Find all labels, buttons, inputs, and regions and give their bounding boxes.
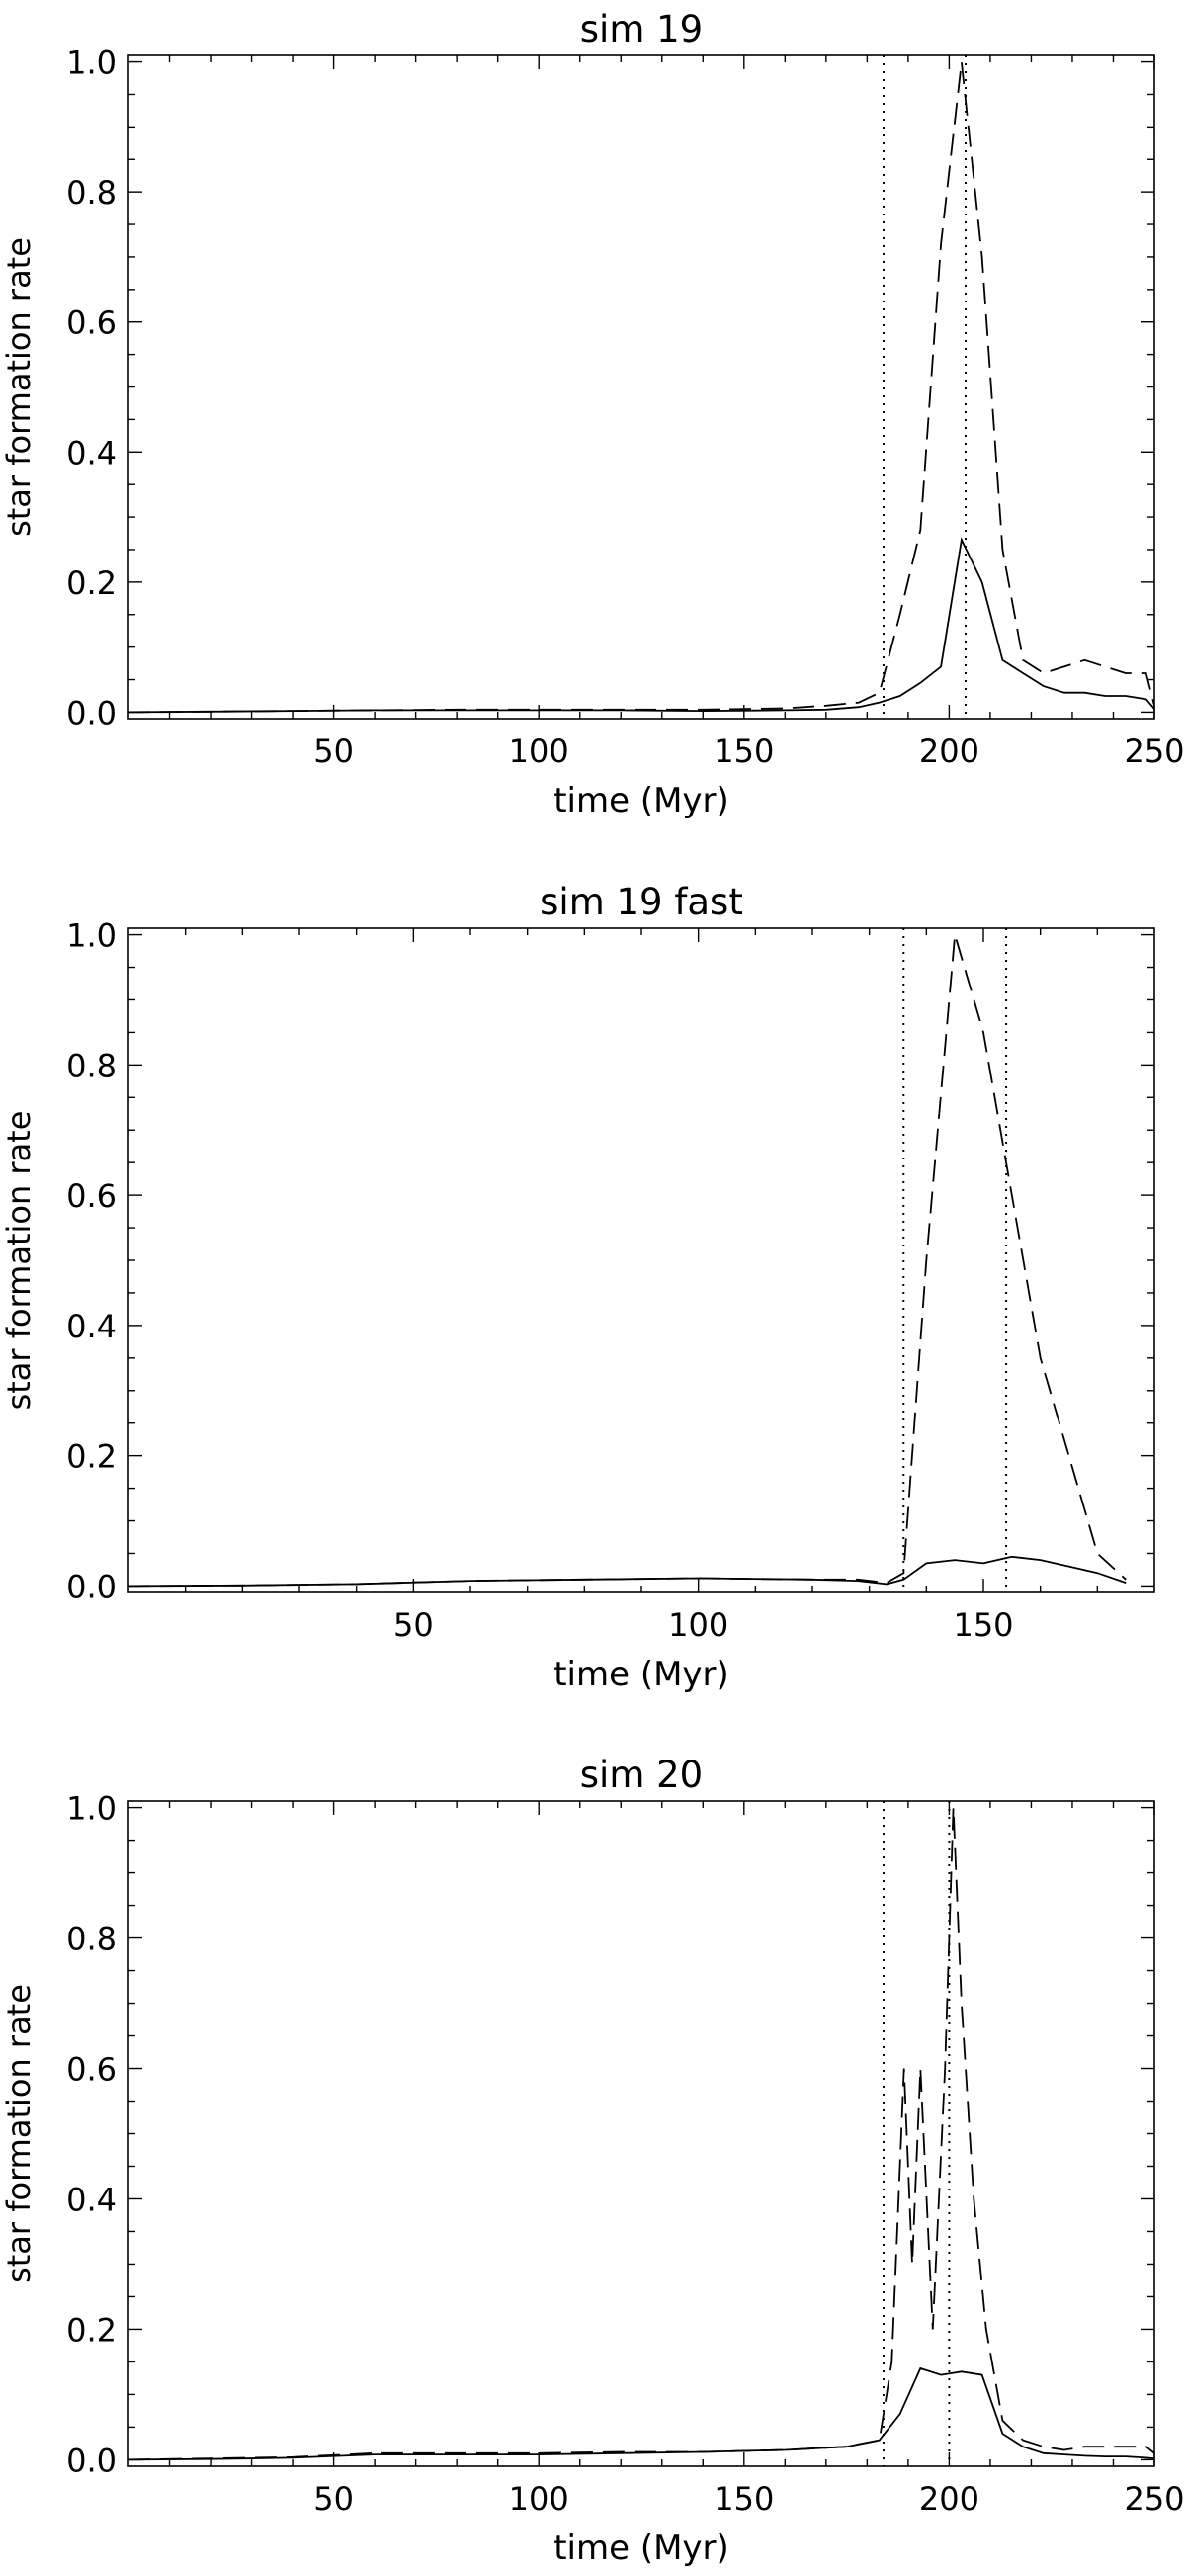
series-line-solid [127, 537, 1155, 714]
x-tick-label: 200 [919, 2480, 979, 2518]
x-axis-label: time (Myr) [553, 781, 729, 820]
x-tick-label: 100 [668, 1606, 728, 1644]
x-tick-label: 50 [313, 2480, 354, 2518]
y-tick-label: 0.4 [66, 2181, 117, 2218]
x-tick-label: 200 [919, 732, 979, 770]
y-tick-label: 0.4 [66, 434, 117, 472]
series-line-dashed [127, 934, 1127, 1588]
chart-title: sim 19 fast [540, 881, 743, 923]
x-tick-label: 100 [509, 2480, 569, 2518]
x-tick-label: 50 [313, 732, 354, 770]
series-line-dashed [127, 61, 1155, 714]
y-tick-label: 0.0 [66, 694, 117, 731]
y-tick-label: 0.6 [66, 1177, 117, 1215]
y-tick-label: 1.0 [66, 44, 117, 82]
y-tick-label: 0.0 [66, 2442, 117, 2479]
x-tick-label: 250 [1124, 2480, 1184, 2518]
y-tick-label: 1.0 [66, 1790, 117, 1828]
y-tick-label: 0.0 [66, 1568, 117, 1605]
y-tick-label: 0.8 [66, 1047, 117, 1084]
series-line-dashed [127, 1807, 1155, 2461]
series-line-solid [127, 1555, 1127, 1588]
series-line-solid [127, 2366, 1155, 2461]
plot-frame [127, 54, 1155, 720]
panel-sim-19: 50 100 150 200 250 0.0 0.2 0.4 0.6 0.8 1.0 sim 19 ti… [0, 8, 1185, 820]
y-tick-label: 1.0 [66, 917, 117, 955]
y-tick-label: 0.2 [66, 1438, 117, 1476]
y-tick-label: 0.4 [66, 1308, 117, 1345]
y-tick-label: 0.2 [66, 2311, 117, 2349]
y-tick-label: 0.2 [66, 564, 117, 602]
x-tick-label: 50 [393, 1606, 434, 1644]
y-tick-label: 0.6 [66, 304, 117, 342]
x-axis-label: time (Myr) [553, 1655, 729, 1694]
panel-sim-20: 50 100 150 200 250 0.0 0.2 0.4 0.6 0.8 1.0 sim 20 ti… [0, 1754, 1185, 2568]
plot-frame [127, 927, 1155, 1593]
chart-title: sim 19 [580, 8, 703, 50]
x-axis-label: time (Myr) [553, 2529, 729, 2568]
x-tick-label: 150 [714, 2480, 774, 2518]
y-axis-label: star formation rate [0, 1984, 38, 2283]
y-tick-label: 0.8 [66, 1921, 117, 1958]
x-tick-label: 150 [953, 1606, 1013, 1644]
x-tick-label: 100 [509, 732, 569, 770]
x-tick-label: 250 [1124, 732, 1184, 770]
y-tick-label: 0.8 [66, 174, 117, 212]
x-tick-label: 150 [714, 732, 774, 770]
panel-sim-19-fast: 50 100 150 0.0 0.2 0.4 0.6 0.8 1.0 sim 19 fast tim… [0, 881, 1155, 1694]
y-axis-label: star formation rate [0, 1111, 38, 1411]
plot-frame [127, 1800, 1155, 2467]
y-tick-label: 0.6 [66, 2051, 117, 2089]
y-axis-label: star formation rate [0, 237, 38, 537]
chart-title: sim 20 [580, 1754, 703, 1796]
